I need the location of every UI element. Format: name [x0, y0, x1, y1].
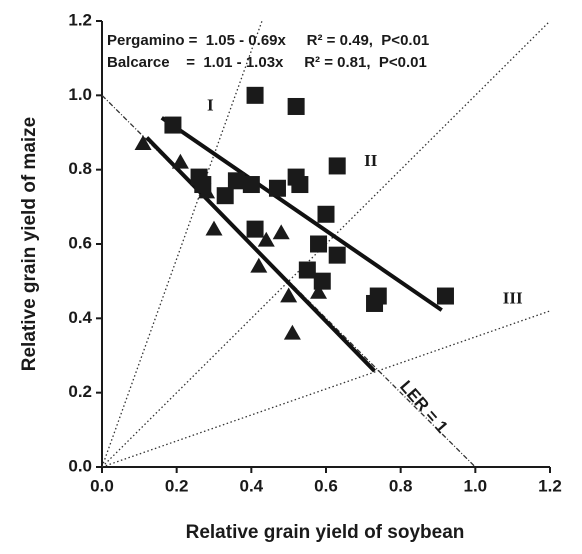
triangle-point: [272, 224, 290, 240]
region-label: LER = 1: [396, 377, 452, 437]
triangle-point: [171, 153, 189, 169]
square-point: [313, 272, 331, 290]
fit-line: [145, 136, 376, 373]
y-tick-label: 1.0: [68, 85, 92, 104]
y-tick-label: 1.2: [68, 10, 92, 29]
x-tick-label: 1.0: [464, 476, 488, 495]
triangle-point: [205, 220, 223, 236]
x-tick-label: 0.6: [314, 476, 338, 495]
triangle-point: [280, 287, 298, 303]
triangle-point: [310, 283, 328, 299]
fit-equation: Balcarce = 1.01 - 1.03x R² = 0.81, P<0.0…: [107, 54, 427, 71]
region-label: II: [364, 151, 378, 170]
square-point: [164, 116, 182, 134]
region-label: III: [503, 289, 523, 308]
y-tick-label: 0.2: [68, 382, 92, 401]
square-point: [268, 179, 286, 197]
square-point: [328, 246, 346, 264]
square-point: [436, 287, 454, 305]
region-label: I: [207, 95, 214, 114]
y-tick-label: 0.4: [68, 308, 92, 327]
triangle-point: [257, 231, 275, 247]
square-point: [317, 205, 335, 223]
x-tick-label: 0.4: [240, 476, 264, 495]
triangle-point: [194, 168, 212, 184]
square-point: [227, 172, 245, 190]
fit-line: [160, 116, 443, 312]
square-point: [246, 220, 264, 238]
square-point: [291, 176, 309, 194]
y-tick-label: 0.0: [68, 456, 92, 475]
y-axis-label: Relative grain yield of maize: [19, 117, 40, 371]
x-tick-label: 0.2: [165, 476, 189, 495]
square-point: [287, 97, 305, 115]
x-tick-label: 1.2: [538, 476, 562, 495]
triangle-point: [283, 324, 301, 340]
triangle-point: [198, 183, 216, 199]
square-point: [216, 187, 234, 205]
square-point: [366, 294, 384, 312]
reference-line: [102, 310, 550, 467]
triangle-point: [250, 257, 268, 273]
reference-line: [102, 21, 263, 467]
square-point: [246, 86, 264, 104]
square-point: [310, 235, 328, 253]
square-point: [328, 157, 346, 175]
y-tick-label: 0.8: [68, 159, 92, 178]
x-axis-label: Relative grain yield of soybean: [186, 522, 465, 543]
x-tick-label: 0.8: [389, 476, 413, 495]
square-point: [242, 176, 260, 194]
y-tick-label: 0.6: [68, 233, 92, 252]
fit-equation: Pergamino = 1.05 - 0.69x R² = 0.49, P<0.…: [107, 32, 429, 49]
square-point: [298, 261, 316, 279]
x-tick-label: 0.0: [90, 476, 114, 495]
triangle-point: [134, 135, 152, 151]
